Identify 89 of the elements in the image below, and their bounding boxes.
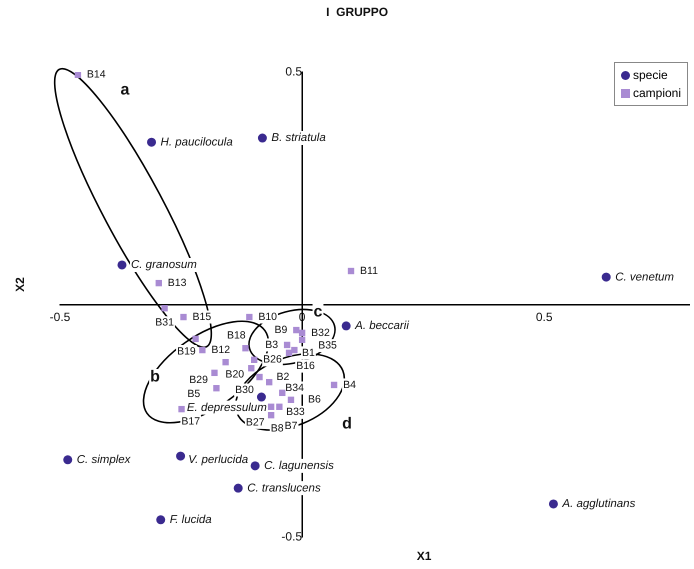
point (176, 452, 186, 461)
point (246, 314, 253, 320)
point (161, 305, 168, 312)
point (178, 406, 185, 412)
data-label: B9 (274, 324, 288, 336)
data-label: B27 (246, 416, 265, 428)
data-label: F. lucida (170, 514, 212, 526)
point (266, 378, 272, 386)
data-label: B26 (263, 354, 282, 366)
point (284, 342, 290, 348)
data-label: V. perlucida (188, 454, 248, 466)
data-label: B11 (360, 264, 378, 277)
point (602, 272, 611, 282)
chart-title: I GRUPPO (326, 5, 388, 19)
data-label: C. venetum (615, 271, 674, 284)
data-label: B10 (258, 310, 278, 323)
data-label: C. simplex (76, 454, 132, 466)
point (298, 336, 306, 344)
point (276, 404, 283, 410)
point (256, 392, 266, 402)
data-label: B6 (308, 394, 321, 406)
point (268, 404, 274, 410)
point (117, 260, 126, 270)
data-label: A. beccarii (354, 320, 410, 332)
data-label: B16 (296, 360, 316, 372)
x-tick-label: -0.5 (50, 310, 71, 324)
data-label: B34 (285, 382, 304, 394)
point (291, 346, 298, 354)
annotation: c (314, 303, 323, 320)
point (222, 358, 229, 366)
data-label: B7 (284, 420, 298, 432)
data-label: B17 (181, 416, 200, 428)
data-label: B29 (189, 374, 208, 386)
x-tick-label: 0.5 (536, 310, 553, 324)
point (234, 484, 243, 493)
data-label: B2 (276, 370, 290, 383)
data-label: B31 (155, 316, 174, 329)
data-label: H. paucilocula (160, 136, 233, 148)
data-label: B12 (211, 344, 230, 356)
point (288, 396, 294, 404)
point (258, 134, 267, 143)
point (211, 370, 218, 376)
legend-label: specie (632, 67, 669, 84)
data-label: B35 (318, 340, 338, 352)
data-label: B32 (311, 326, 330, 339)
point (248, 365, 254, 372)
annotation: a (120, 81, 130, 98)
data-label: B20 (225, 368, 244, 381)
point (156, 515, 166, 524)
point (199, 346, 206, 354)
legend-label: campioni (632, 85, 681, 102)
data-label: C. lagunensis (264, 460, 334, 472)
data-label: B33 (286, 406, 305, 418)
data-label: B13 (168, 277, 187, 289)
data-label: B15 (192, 310, 212, 323)
point (250, 356, 258, 364)
data-label: B3 (265, 338, 278, 351)
point (147, 138, 156, 147)
data-label: E. depressulum (186, 402, 268, 414)
data-label: C. granosum (130, 259, 198, 272)
data-label: A. agglutinans (561, 498, 636, 510)
point (548, 499, 558, 508)
annotation: d (342, 415, 352, 432)
point (213, 385, 220, 392)
point (342, 321, 351, 330)
point (293, 326, 300, 334)
point (74, 72, 82, 78)
point (242, 345, 249, 352)
point (298, 330, 306, 336)
point (63, 455, 72, 464)
data-label: B18 (226, 330, 246, 342)
data-label: B. striatula (271, 132, 326, 144)
data-label: B30 (235, 384, 254, 396)
point (250, 461, 260, 470)
data-label: B14 (86, 68, 106, 81)
data-label: C. translucens (247, 482, 321, 494)
x-axis-title: X1 (416, 549, 432, 563)
data-label: B1 (302, 346, 316, 359)
data-label: B19 (177, 345, 196, 358)
point (279, 390, 286, 396)
point (330, 382, 338, 388)
point (156, 280, 162, 286)
point (268, 412, 274, 418)
y-axis-title: X2 (13, 276, 27, 292)
point (192, 336, 199, 342)
data-label: B4 (343, 378, 356, 391)
annotation: b (150, 368, 160, 386)
data-label: B5 (187, 388, 200, 400)
data-label: B8 (270, 422, 284, 434)
